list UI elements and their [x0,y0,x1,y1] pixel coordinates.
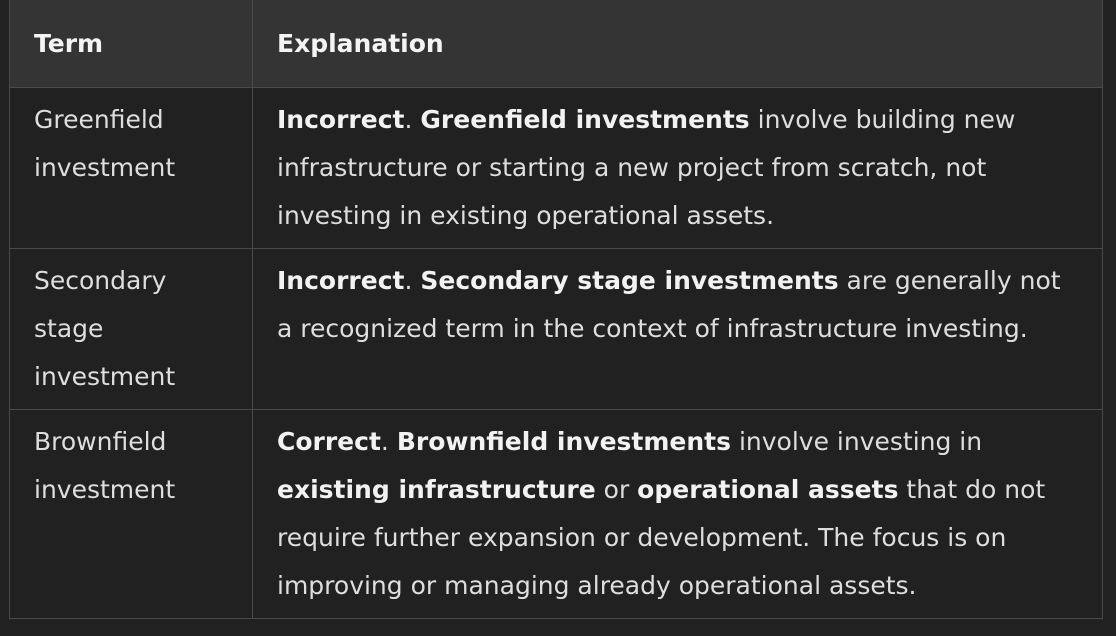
explanation-cell-brownfield: Correct. Brownfield investments involve … [252,409,1103,619]
emphasis-existing-infrastructure: existing infrastructure [277,475,596,504]
explanation-text: involve building new infrastructure or s… [277,105,1016,230]
header-explanation: Explanation [252,0,1103,88]
table-header-row: Term Explanation [9,0,1103,88]
verdict-label: Incorrect [277,105,405,134]
term-cell-secondary: Secondary stage investment [9,248,253,410]
emphasis-operational-assets: operational assets [637,475,899,504]
term-cell-greenfield: Greenfield investment [9,87,253,249]
explanation-text: or [595,475,638,504]
table-row: Brownfield investment Correct. Brownfiel… [9,409,1103,619]
verdict-label: Incorrect [277,266,405,295]
explanation-text: that do not require further expansion or… [277,475,1046,600]
verdict-punct: . [404,105,421,134]
table-row: Secondary stage investment Incorrect. Se… [9,248,1103,410]
explanation-text: are generally not a recognized term in t… [277,266,1061,343]
explanation-cell-secondary: Incorrect. Secondary stage investments a… [252,248,1103,410]
subject-label: Secondary stage investments [420,266,839,295]
explanation-text: involve investing in [731,427,983,456]
subject-label: Greenfield investments [420,105,750,134]
explanation-cell-greenfield: Incorrect. Greenfield investments involv… [252,87,1103,249]
term-cell-brownfield: Brownfield investment [9,409,253,619]
table-row: Greenfield investment Incorrect. Greenfi… [9,87,1103,249]
header-term: Term [9,0,253,88]
investment-terms-table: Term Explanation Greenfield investment I… [9,0,1103,619]
subject-label: Brownfield investments [396,427,732,456]
verdict-punct: . [404,266,421,295]
verdict-punct: . [380,427,397,456]
verdict-label: Correct [277,427,381,456]
